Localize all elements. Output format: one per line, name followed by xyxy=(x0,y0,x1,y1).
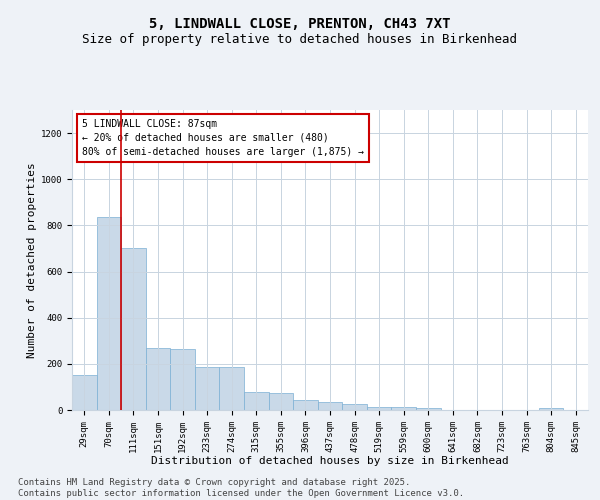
Bar xyxy=(170,349,195,410)
Bar xyxy=(539,408,563,410)
Bar xyxy=(244,392,269,410)
Text: 5, LINDWALL CLOSE, PRENTON, CH43 7XT: 5, LINDWALL CLOSE, PRENTON, CH43 7XT xyxy=(149,18,451,32)
X-axis label: Distribution of detached houses by size in Birkenhead: Distribution of detached houses by size … xyxy=(151,456,509,466)
Bar xyxy=(97,218,121,410)
Bar xyxy=(195,368,220,410)
Bar xyxy=(391,407,416,410)
Text: Size of property relative to detached houses in Birkenhead: Size of property relative to detached ho… xyxy=(83,32,517,46)
Bar xyxy=(220,368,244,410)
Bar xyxy=(416,408,440,410)
Bar xyxy=(72,376,97,410)
Y-axis label: Number of detached properties: Number of detached properties xyxy=(26,162,37,358)
Bar xyxy=(269,392,293,410)
Bar xyxy=(342,404,367,410)
Bar xyxy=(293,400,318,410)
Bar xyxy=(121,248,146,410)
Text: Contains HM Land Registry data © Crown copyright and database right 2025.
Contai: Contains HM Land Registry data © Crown c… xyxy=(18,478,464,498)
Bar xyxy=(367,406,391,410)
Bar xyxy=(318,402,342,410)
Text: 5 LINDWALL CLOSE: 87sqm
← 20% of detached houses are smaller (480)
80% of semi-d: 5 LINDWALL CLOSE: 87sqm ← 20% of detache… xyxy=(82,119,364,157)
Bar xyxy=(146,348,170,410)
